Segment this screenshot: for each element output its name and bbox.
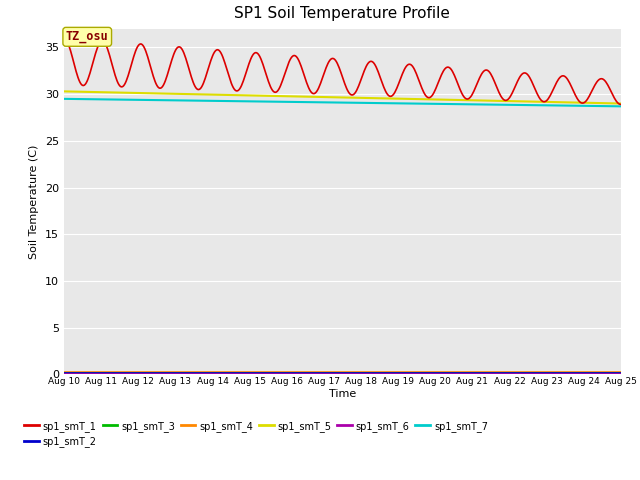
- Legend: sp1_smT_1, sp1_smT_2, sp1_smT_3, sp1_smT_4, sp1_smT_5, sp1_smT_6, sp1_smT_7: sp1_smT_1, sp1_smT_2, sp1_smT_3, sp1_smT…: [24, 421, 488, 447]
- sp1_smT_4: [60, 370, 68, 375]
- Line: sp1_smT_7: sp1_smT_7: [64, 99, 621, 107]
- sp1_smT_2: [432, 370, 440, 375]
- sp1_smT_5: [432, 96, 440, 102]
- Line: sp1_smT_1: sp1_smT_1: [64, 38, 621, 105]
- sp1_smT_5: [60, 88, 68, 94]
- sp1_smT_3: [388, 371, 396, 376]
- sp1_smT_6: [479, 371, 487, 376]
- sp1_smT_1: [432, 86, 440, 92]
- sp1_smT_5: [159, 91, 166, 96]
- sp1_smT_5: [204, 92, 211, 97]
- sp1_smT_1: [159, 84, 166, 89]
- sp1_smT_1: [60, 35, 68, 41]
- sp1_smT_5: [312, 94, 320, 100]
- sp1_smT_3: [60, 371, 68, 376]
- sp1_smT_1: [388, 93, 396, 98]
- sp1_smT_4: [312, 370, 320, 375]
- sp1_smT_6: [388, 371, 396, 376]
- sp1_smT_1: [479, 69, 487, 74]
- sp1_smT_3: [204, 371, 211, 376]
- sp1_smT_7: [312, 99, 320, 105]
- sp1_smT_2: [60, 370, 68, 375]
- sp1_smT_3: [432, 371, 440, 376]
- Text: TZ_osu: TZ_osu: [66, 30, 109, 43]
- sp1_smT_3: [479, 371, 487, 376]
- sp1_smT_4: [617, 370, 625, 375]
- sp1_smT_5: [479, 97, 487, 103]
- sp1_smT_5: [388, 96, 396, 101]
- sp1_smT_3: [617, 371, 625, 376]
- sp1_smT_7: [617, 104, 625, 109]
- X-axis label: Time: Time: [329, 389, 356, 399]
- sp1_smT_2: [388, 370, 396, 375]
- sp1_smT_4: [204, 370, 211, 375]
- sp1_smT_7: [159, 97, 166, 103]
- sp1_smT_6: [159, 371, 166, 376]
- sp1_smT_6: [617, 371, 625, 376]
- Y-axis label: Soil Temperature (C): Soil Temperature (C): [29, 144, 40, 259]
- sp1_smT_6: [204, 371, 211, 376]
- Line: sp1_smT_5: sp1_smT_5: [64, 91, 621, 104]
- sp1_smT_6: [60, 371, 68, 376]
- Title: SP1 Soil Temperature Profile: SP1 Soil Temperature Profile: [234, 6, 451, 21]
- sp1_smT_7: [388, 100, 396, 106]
- sp1_smT_7: [204, 98, 211, 104]
- sp1_smT_1: [204, 70, 211, 75]
- sp1_smT_4: [479, 370, 487, 375]
- sp1_smT_6: [312, 371, 320, 376]
- sp1_smT_3: [159, 371, 166, 376]
- sp1_smT_4: [388, 370, 396, 375]
- sp1_smT_1: [617, 102, 625, 108]
- sp1_smT_6: [432, 371, 440, 376]
- sp1_smT_1: [312, 90, 320, 96]
- sp1_smT_4: [432, 370, 440, 375]
- sp1_smT_2: [312, 370, 320, 375]
- sp1_smT_5: [617, 101, 625, 107]
- sp1_smT_2: [159, 370, 166, 375]
- sp1_smT_7: [60, 96, 68, 102]
- sp1_smT_2: [617, 370, 625, 375]
- sp1_smT_2: [479, 370, 487, 375]
- sp1_smT_2: [204, 370, 211, 375]
- sp1_smT_4: [159, 370, 166, 375]
- sp1_smT_7: [479, 102, 487, 108]
- sp1_smT_7: [432, 101, 440, 107]
- sp1_smT_3: [312, 371, 320, 376]
